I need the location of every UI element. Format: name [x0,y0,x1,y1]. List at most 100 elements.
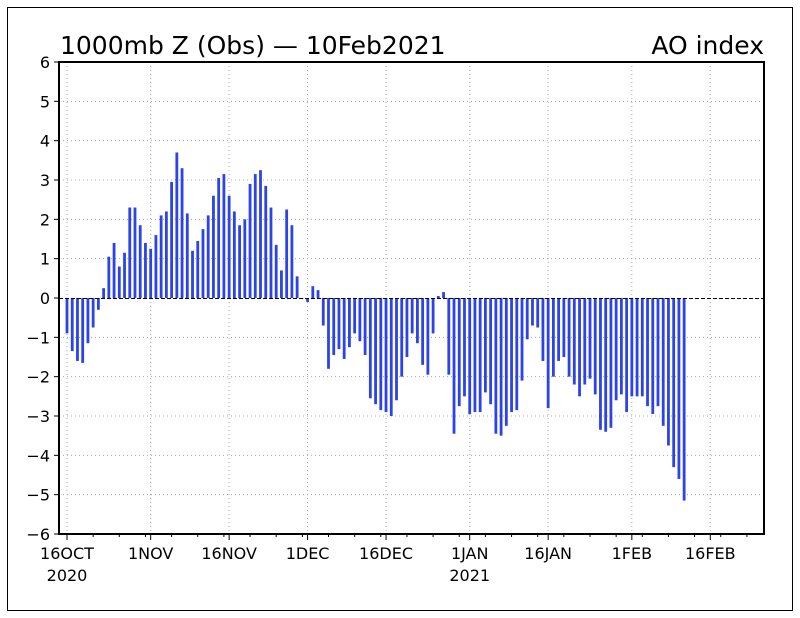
y-tick-label: −4 [26,446,50,465]
bar [243,219,247,298]
bar [646,298,649,407]
x-tick-label: 1NOV [128,544,173,563]
y-tick-label: 1 [40,250,50,269]
bar [504,298,508,426]
bar [677,298,681,479]
y-tick-label: −2 [26,368,50,387]
x-tick-label: 1JAN [451,544,489,563]
bar [567,298,571,377]
bar [175,152,179,298]
y-tick-label: −6 [26,525,50,544]
bar [421,298,425,365]
y-tick-label: 5 [40,92,50,111]
bar [515,298,519,411]
bar [635,298,639,397]
bar [102,288,106,298]
bar [133,207,137,298]
chart-title-right: AO index [651,31,764,60]
bar [494,298,498,434]
bar [295,276,299,298]
bar [353,298,357,334]
bar [499,298,503,436]
bar [416,298,419,344]
bar [400,298,404,377]
bar [191,250,194,298]
bar [525,298,529,340]
bar [248,183,252,298]
bar [426,298,430,375]
bar [395,298,398,401]
bar [269,207,273,298]
bar [593,298,597,395]
bar [238,225,241,298]
bar [164,211,168,298]
bar [614,298,618,401]
bar [311,286,315,298]
bar [562,298,566,357]
bar [457,298,461,407]
bar [656,298,660,407]
bar [463,298,466,397]
y-tick-label: 6 [40,53,50,72]
y-tick-label: −1 [26,328,50,347]
bar [625,298,629,413]
bar [185,213,189,298]
bar [144,242,147,298]
bar [588,298,592,379]
bar [551,298,555,377]
bar [138,225,142,298]
y-tick-label: 0 [40,289,50,308]
bar [661,298,665,426]
bar [405,298,409,357]
bar [374,298,377,405]
bar [321,298,325,326]
bar [651,298,655,415]
bar [640,298,644,397]
bar [578,298,581,397]
bar [107,256,111,298]
bar [478,298,482,413]
bar [128,207,132,298]
bar [170,181,173,298]
bar [468,298,472,415]
bar [253,174,257,298]
bar [212,195,215,298]
bar [154,235,158,298]
y-tick-label: −5 [26,486,50,505]
y-tick-label: 2 [40,210,50,229]
bar [117,266,121,298]
bar [316,290,320,298]
bar [410,298,414,334]
bar [583,298,587,385]
x-tick-label: 16FEB [685,544,736,563]
bar [557,298,561,361]
bar [572,298,576,385]
bar [672,298,676,468]
bar [217,178,221,298]
bar [379,298,383,411]
bar [604,298,608,432]
bar [159,215,163,298]
y-tick-label: −3 [26,407,50,426]
bar [206,215,210,298]
bar [232,211,236,298]
y-tick-label: 3 [40,171,50,190]
bar [222,174,226,298]
bar [667,298,670,446]
bar [630,298,634,397]
x-tick-label: 16OCT [40,544,94,563]
bar [180,168,184,298]
y-axis: 6 5 4 3 2 1 0 −1 −2 −3 −4 −5 −6 [26,53,59,544]
bar [389,298,393,416]
x-tick-label: 16JAN [524,544,572,563]
bar [436,296,440,298]
bar [536,298,540,328]
bar [510,298,513,413]
bar [123,252,126,298]
bar [290,225,294,298]
x-tick-year-label: 2020 [47,566,88,585]
bar [337,298,341,350]
bar [431,298,435,334]
bar [368,298,372,399]
